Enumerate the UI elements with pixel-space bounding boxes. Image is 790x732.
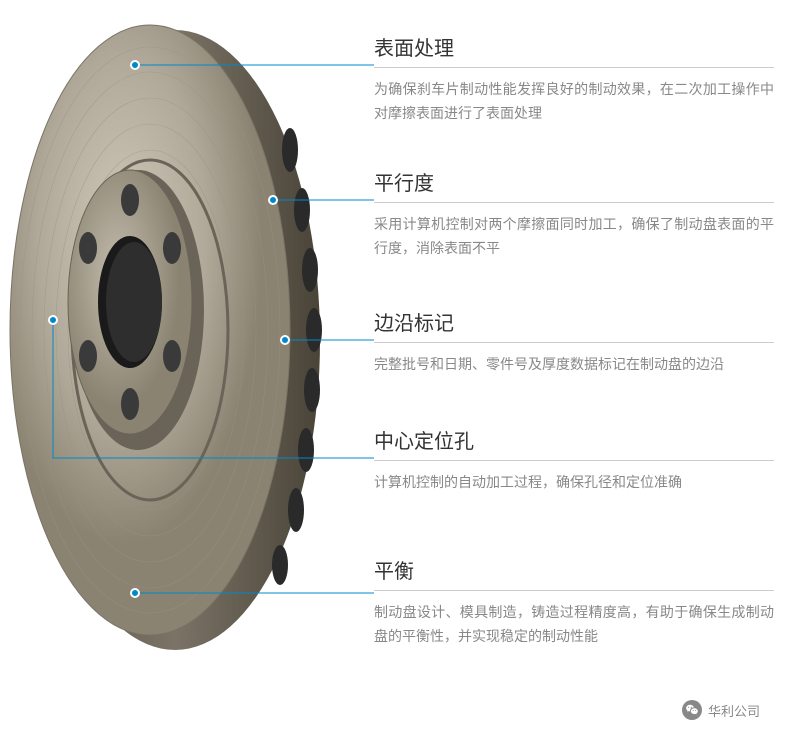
annotation-block: 平行度采用计算机控制对两个摩擦面同时加工，确保了制动盘表面的平行度，消除表面不平 — [374, 167, 774, 261]
annotation-desc: 为确保刹车片制动性能发挥良好的制动效果，在二次加工操作中对摩擦表面进行了表面处理 — [374, 78, 774, 126]
annotation-title: 平衡 — [374, 555, 774, 591]
annotation-title: 平行度 — [374, 167, 774, 203]
annotation-block: 表面处理为确保刹车片制动性能发挥良好的制动效果，在二次加工操作中对摩擦表面进行了… — [374, 32, 774, 126]
brake-disc-image — [0, 0, 360, 680]
annotation-block: 平衡制动盘设计、模具制造，铸造过程精度高，有助于确保生成制动盘的平衡性，并实现稳… — [374, 555, 774, 649]
annotation-desc: 制动盘设计、模具制造，铸造过程精度高，有助于确保生成制动盘的平衡性，并实现稳定的… — [374, 601, 774, 649]
annotation-title: 表面处理 — [374, 32, 774, 68]
callout-dot — [130, 60, 140, 70]
callout-dot — [48, 315, 58, 325]
callout-dot — [280, 335, 290, 345]
annotation-desc: 计算机控制的自动加工过程，确保孔径和定位准确 — [374, 471, 774, 495]
annotation-block: 边沿标记完整批号和日期、零件号及厚度数据标记在制动盘的边沿 — [374, 307, 774, 377]
annotation-title: 中心定位孔 — [374, 425, 774, 461]
wechat-icon — [682, 700, 702, 720]
callout-dot — [268, 195, 278, 205]
annotation-block: 中心定位孔计算机控制的自动加工过程，确保孔径和定位准确 — [374, 425, 774, 495]
annotation-title: 边沿标记 — [374, 307, 774, 343]
callout-dot — [130, 588, 140, 598]
annotation-desc: 完整批号和日期、零件号及厚度数据标记在制动盘的边沿 — [374, 353, 774, 377]
annotation-desc: 采用计算机控制对两个摩擦面同时加工，确保了制动盘表面的平行度，消除表面不平 — [374, 213, 774, 261]
footer-text: 华利公司 — [708, 701, 760, 720]
infographic-container: 表面处理为确保刹车片制动性能发挥良好的制动效果，在二次加工操作中对摩擦表面进行了… — [0, 0, 790, 732]
footer: 华利公司 — [682, 700, 760, 720]
